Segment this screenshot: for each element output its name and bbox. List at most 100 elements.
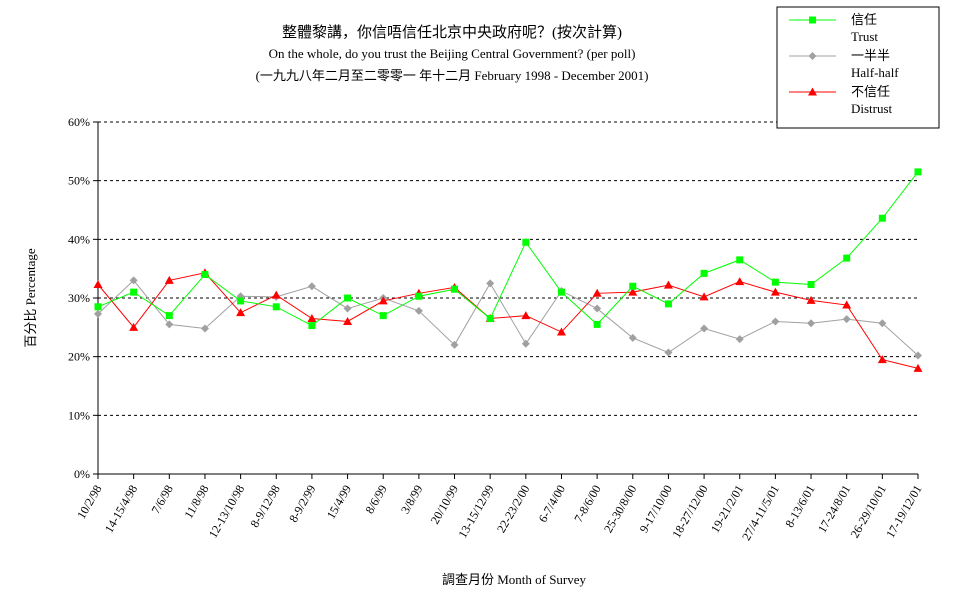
y-tick-label: 10% — [68, 408, 90, 422]
data-point — [878, 214, 886, 222]
x-tick-label: 8-9/2/99 — [286, 483, 318, 525]
data-point — [486, 315, 494, 323]
data-point — [129, 276, 138, 285]
data-point — [307, 282, 316, 291]
x-tick-label: 8-13/6/01 — [782, 483, 817, 530]
x-tick-label: 27/4-11/5/01 — [739, 483, 782, 543]
x-tick-label: 7-8/6/00 — [571, 483, 603, 525]
data-point — [700, 269, 708, 277]
y-tick-label: 30% — [68, 291, 90, 305]
chart-date-range: (一九九八年二月至二零零一 年十二月 February 1998 - Decem… — [256, 68, 649, 83]
x-tick-label: 20/10/99 — [428, 483, 461, 527]
legend-marker — [809, 16, 816, 24]
legend-label: 信任 — [851, 12, 877, 27]
series-line — [97, 171, 919, 327]
x-tick-label: 19-21/2/01 — [708, 483, 746, 536]
x-tick-label: 10/2/98 — [74, 483, 104, 522]
data-point — [806, 295, 816, 304]
data-point — [593, 320, 601, 328]
data-point — [842, 315, 851, 324]
data-point — [807, 319, 816, 328]
y-tick-label: 20% — [68, 350, 90, 364]
data-point — [271, 290, 281, 299]
y-axis-title: 百分比 Percentage — [23, 248, 38, 348]
data-point — [450, 340, 459, 349]
data-point — [451, 285, 459, 293]
x-tick-label: 26-29/10/01 — [847, 483, 888, 541]
x-tick-label: 11/8/98 — [181, 483, 211, 521]
data-point — [343, 304, 352, 313]
x-tick-label: 14-15/4/98 — [102, 483, 140, 536]
data-point — [165, 312, 173, 320]
x-tick-label: 12-13/10/98 — [206, 483, 247, 541]
y-tick-labels: 0% 10% 20% 30% 40% 50% 60% — [68, 115, 90, 481]
data-point — [344, 294, 352, 302]
legend-label: 一半半 — [851, 48, 890, 63]
data-point — [379, 312, 387, 320]
x-tick-label: 8-9/12/98 — [247, 483, 282, 530]
data-point — [201, 271, 209, 279]
legend-label-en: Half-half — [851, 65, 899, 80]
data-point — [700, 324, 709, 333]
data-point — [415, 292, 423, 300]
data-point — [237, 297, 245, 305]
series-half-half — [94, 276, 922, 360]
data-point — [165, 320, 174, 329]
x-tick-label: 3/8/99 — [398, 483, 425, 517]
chart-title: 整體黎講，你信唔信任北京中央政府呢？(按次計算) — [282, 23, 622, 41]
legend-marker — [808, 52, 817, 60]
x-tick-label: 25-30/8/00 — [601, 483, 639, 536]
data-point — [771, 278, 779, 286]
data-point — [378, 296, 388, 305]
data-point — [770, 287, 780, 296]
legend-frame — [776, 6, 940, 129]
y-tick-label: 40% — [68, 232, 90, 246]
data-point — [129, 322, 139, 331]
legend-item: 信任 Trust — [789, 12, 878, 44]
data-point — [735, 335, 744, 344]
data-point — [735, 277, 745, 286]
data-point — [593, 304, 602, 313]
y-tick-label: 50% — [68, 174, 90, 188]
data-point — [130, 288, 138, 296]
data-point — [307, 314, 317, 323]
data-point — [308, 322, 316, 330]
data-point — [736, 256, 744, 264]
data-point — [629, 282, 637, 290]
data-point — [663, 280, 673, 289]
x-tick-label: 8/6/99 — [362, 483, 389, 517]
data-point — [343, 316, 353, 325]
chart-subtitle: On the whole, do you trust the Beijing C… — [269, 46, 636, 61]
y-tick-label: 0% — [74, 467, 90, 481]
x-tick-label: 9-17/10/00 — [637, 483, 675, 536]
data-point — [913, 363, 923, 372]
data-point — [877, 355, 887, 364]
legend-label: 不信任 — [851, 84, 890, 99]
legend-item: 不信任 Distrust — [789, 84, 893, 116]
data-point — [664, 348, 673, 357]
x-tick-label: 6-7/4/00 — [536, 483, 568, 525]
data-point — [771, 317, 780, 326]
legend-label-en: Trust — [851, 29, 878, 44]
x-tick-label: 13-15/12/99 — [455, 483, 496, 541]
series-line — [97, 279, 919, 356]
x-tick-label: 18-27/12/00 — [669, 483, 710, 541]
data-point — [521, 339, 530, 348]
x-tick-label: 17-24/8/01 — [815, 483, 853, 536]
data-point — [94, 309, 102, 318]
data-point — [522, 238, 530, 246]
x-axis-title: 調查月份 Month of Survey — [442, 572, 587, 587]
data-point — [843, 254, 851, 262]
data-point — [914, 351, 922, 360]
axes — [93, 121, 919, 479]
data-point — [699, 292, 709, 301]
x-tick-label: 7/6/98 — [148, 483, 175, 517]
data-point — [664, 300, 672, 308]
data-point — [914, 168, 922, 176]
data-point — [592, 288, 602, 297]
data-point — [628, 287, 638, 296]
x-tick-label: 17-19/12/01 — [883, 483, 924, 541]
